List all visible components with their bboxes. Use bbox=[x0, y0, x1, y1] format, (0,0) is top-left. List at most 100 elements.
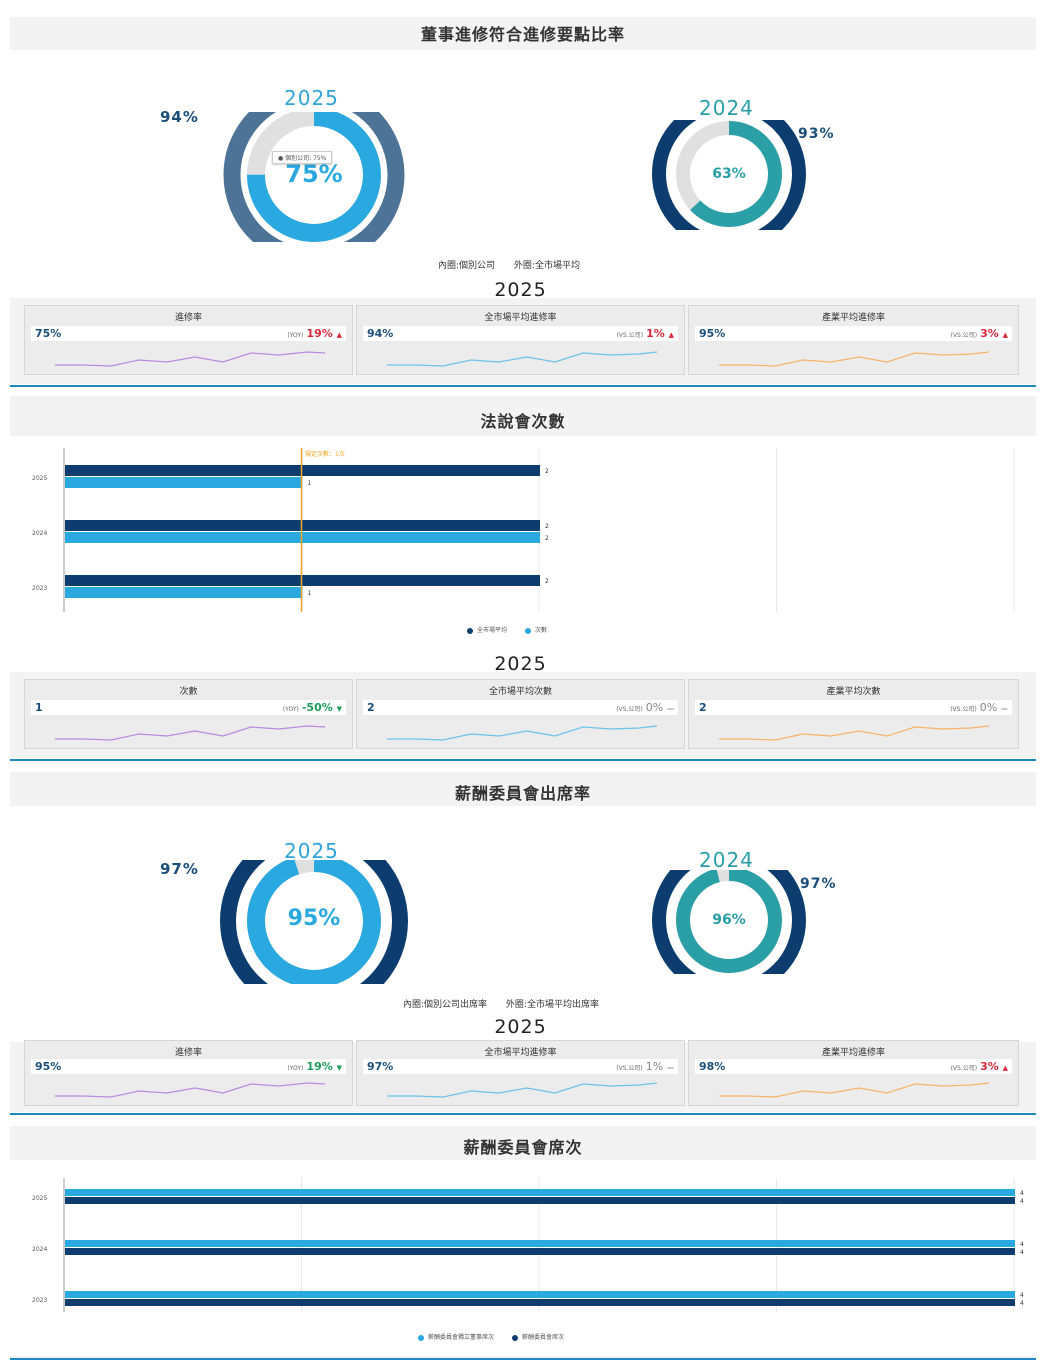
kpi-row: 2 (VS.公司) 0% — bbox=[363, 700, 678, 715]
kpi-compare: (YOY) 19% ▼ bbox=[287, 1060, 342, 1073]
investor-conference-bar-chart[interactable]: 2025 2 1 2024 2 2 2023 2 1 bbox=[24, 440, 1024, 640]
kpi-compare: (VS.公司) 0% — bbox=[616, 701, 674, 714]
legend-dot bbox=[467, 627, 473, 634]
bar[interactable] bbox=[65, 575, 540, 586]
kpi-change: 0% bbox=[979, 701, 998, 714]
bar[interactable] bbox=[65, 1240, 1015, 1247]
donut-2024-year: 2024 bbox=[699, 96, 754, 120]
y-tick-label: 2025 bbox=[32, 1195, 47, 1202]
kpi-title: 進修率 bbox=[174, 313, 202, 323]
kpi-compare: (VS.公司) 1% — bbox=[616, 1060, 674, 1073]
donut-2025-chart[interactable] bbox=[217, 860, 411, 984]
section-title: 董事進修符合進修要點比率 bbox=[420, 25, 625, 44]
legend-item[interactable]: 薪酬委員會席次 bbox=[521, 1334, 564, 1341]
outer-ring-market[interactable] bbox=[652, 870, 806, 974]
outer-ring-market[interactable] bbox=[652, 120, 806, 230]
kpi-row: 2 (VS.公司) 0% — bbox=[695, 700, 1012, 715]
legend-dot bbox=[418, 1334, 424, 1341]
kpi-title: 產業平均進修率 bbox=[821, 313, 885, 323]
legend-outer: 外圈:全市場平均出席率 bbox=[505, 1000, 599, 1010]
kpi-card[interactable]: 進修率 95% (YOY) 19% ▼ bbox=[24, 1040, 353, 1106]
outer-ring-market[interactable] bbox=[223, 112, 405, 242]
kpi-card[interactable]: 產業平均進修率 98% (VS.公司) 3% ▲ bbox=[688, 1040, 1019, 1106]
outer-ring-market[interactable] bbox=[220, 860, 408, 984]
bar-value-label: 4 bbox=[1020, 1241, 1024, 1248]
y-tick-label: 2023 bbox=[32, 1297, 47, 1304]
kpi-title: 全市場平均次數 bbox=[488, 687, 552, 697]
kpi-row: 98% (VS.公司) 3% ▲ bbox=[695, 1059, 1012, 1074]
kpi-card[interactable]: 產業平均次數 2 (VS.公司) 0% — bbox=[688, 679, 1019, 749]
donut-area bbox=[10, 806, 1036, 1042]
section-divider bbox=[10, 759, 1036, 761]
kpi-year: 2025 bbox=[494, 653, 547, 675]
bar-value-label: 4 bbox=[1020, 1198, 1024, 1205]
bar-value-label: 1 bbox=[308, 590, 312, 597]
kpi-tag: (VS.公司) bbox=[616, 332, 644, 339]
arrow-down-icon: ▼ bbox=[336, 1064, 342, 1072]
bar[interactable] bbox=[65, 520, 540, 531]
kpi-value: 1 bbox=[35, 701, 43, 714]
bar[interactable] bbox=[65, 477, 303, 488]
donut-2024-outer-pct: 93% bbox=[798, 126, 835, 142]
kpi-compare: (VS.公司) 1% ▲ bbox=[617, 327, 674, 340]
kpi-card[interactable]: 全市場平均次數 2 (VS.公司) 0% — bbox=[356, 679, 685, 749]
kpi-title: 產業平均進修率 bbox=[821, 1048, 885, 1058]
bar[interactable] bbox=[65, 1197, 1015, 1204]
arrow-up-icon: ▲ bbox=[668, 331, 674, 339]
chart-legend: 全市場平均 次數 bbox=[467, 625, 547, 634]
kpi-value: 95% bbox=[35, 1060, 62, 1073]
donut-2024-chart[interactable] bbox=[649, 120, 809, 230]
kpi-compare: (VS.公司) 3% ▲ bbox=[951, 327, 1008, 340]
bar[interactable] bbox=[65, 1291, 1015, 1298]
donut-2025-outer-pct: 97% bbox=[160, 860, 199, 878]
kpi-value: 95% bbox=[699, 327, 726, 340]
bar-value-label: 4 bbox=[1020, 1292, 1024, 1299]
y-tick-label: 2024 bbox=[32, 1246, 47, 1253]
donut-2024-chart[interactable] bbox=[649, 870, 809, 974]
bar[interactable] bbox=[65, 587, 303, 598]
kpi-value: 2 bbox=[699, 701, 707, 714]
bar-value-label: 2 bbox=[545, 523, 549, 530]
bar[interactable] bbox=[65, 1248, 1015, 1255]
donut-2025-inner-pct: 95% bbox=[287, 906, 341, 931]
kpi-card[interactable]: 全市場平均進修率 97% (VS.公司) 1% — bbox=[356, 1040, 685, 1106]
kpi-value: 2 bbox=[367, 701, 375, 714]
bar[interactable] bbox=[65, 465, 540, 476]
kpi-tag: (VS.公司) bbox=[616, 706, 643, 713]
bar-value-label: 2 bbox=[545, 578, 549, 585]
legend-dot bbox=[524, 627, 531, 634]
kpi-value: 75% bbox=[35, 327, 62, 340]
donut-2024-inner-pct: 63% bbox=[712, 166, 746, 182]
kpi-row: 1 (YOY) -50% ▼ bbox=[31, 700, 346, 715]
kpi-year: 2025 bbox=[494, 1016, 547, 1038]
bar-value-label: 4 bbox=[1020, 1190, 1024, 1197]
kpi-card[interactable]: 全市場平均進修率 94% (VS.公司) 1% ▲ bbox=[356, 305, 685, 375]
kpi-compare: (VS.公司) 3% ▲ bbox=[951, 1060, 1008, 1073]
sparkline bbox=[55, 351, 325, 367]
legend-item[interactable]: 全市場平均 bbox=[477, 627, 508, 634]
inner-ring-company[interactable] bbox=[676, 870, 782, 973]
donut-2025-year: 2025 bbox=[284, 86, 339, 110]
kpi-title: 進修率 bbox=[174, 1048, 202, 1058]
inner-ring-company[interactable] bbox=[247, 860, 381, 984]
bar[interactable] bbox=[65, 1299, 1015, 1306]
kpi-title: 次數 bbox=[179, 687, 198, 697]
kpi-tag: (VS.公司) bbox=[950, 332, 978, 339]
kpi-card[interactable]: 次數 1 (YOY) -50% ▼ bbox=[24, 679, 353, 749]
kpi-card[interactable]: 進修率 75% (YOY) 19% ▲ bbox=[24, 305, 353, 375]
kpi-compare: (VS.公司) 0% — bbox=[950, 701, 1008, 714]
sparkline bbox=[719, 351, 989, 367]
kpi-card[interactable]: 產業平均進修率 95% (VS.公司) 3% ▲ bbox=[688, 305, 1019, 375]
inner-ring-company[interactable] bbox=[676, 121, 782, 227]
inner-ring-company[interactable] bbox=[247, 112, 381, 242]
chart-legend: 薪酬委員會獨立董事席次 薪酬委員會席次 bbox=[418, 1332, 564, 1341]
bar[interactable] bbox=[65, 532, 540, 543]
legend-item[interactable]: 次數 bbox=[534, 627, 547, 634]
section-title: 法說會次數 bbox=[480, 412, 566, 431]
bar[interactable] bbox=[65, 1189, 1015, 1196]
dash-icon: — bbox=[667, 705, 674, 713]
donut-2025-chart[interactable] bbox=[217, 112, 411, 242]
legend-item[interactable]: 薪酬委員會獨立董事席次 bbox=[428, 1334, 495, 1341]
kpi-value: 98% bbox=[699, 1060, 726, 1073]
